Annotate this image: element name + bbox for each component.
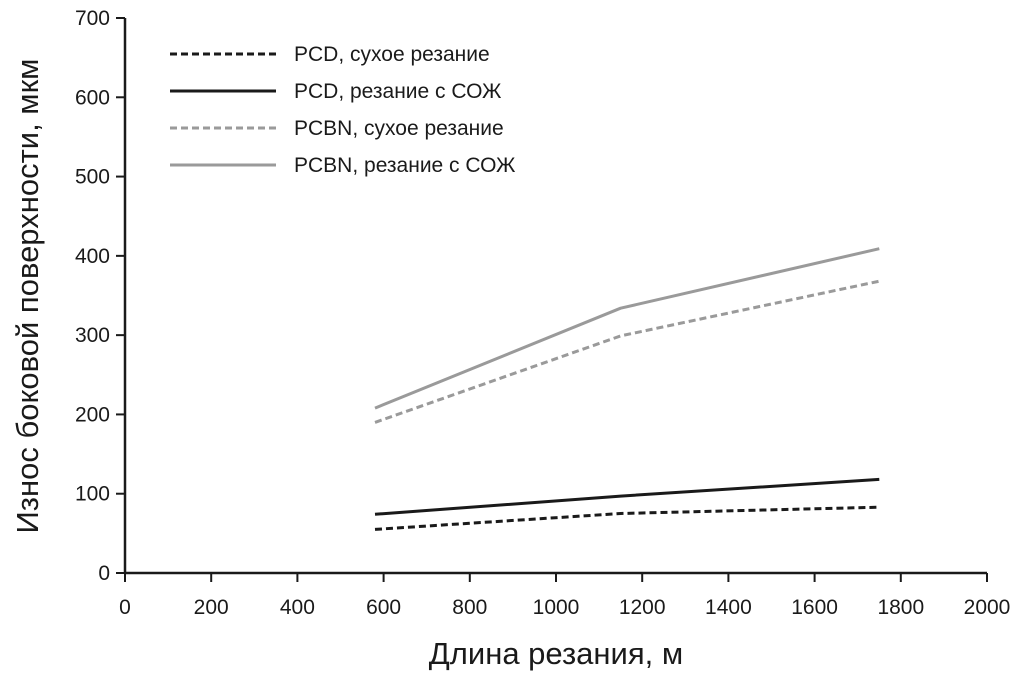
legend-label-4: PCBN, резание с СОЖ <box>294 154 516 177</box>
y-tick-label: 600 <box>75 86 110 109</box>
y-ticks: 0 100 200 300 400 500 600 700 <box>75 7 125 585</box>
x-ticks: 0 200 400 600 800 1000 1200 1400 1600 1800 2000 <box>119 573 1010 619</box>
x-tick-label: 600 <box>366 596 401 619</box>
legend-label-2: PCD, резание с СОЖ <box>294 80 502 103</box>
x-axis-title: Длина резания, м <box>429 636 683 671</box>
x-tick-label: 800 <box>452 596 487 619</box>
series-line-2 <box>374 477 880 516</box>
series-group <box>374 247 880 531</box>
x-tick-label: 1000 <box>533 596 580 619</box>
axes <box>123 18 987 575</box>
y-tick-label: 400 <box>75 245 110 268</box>
x-tick-label: 2000 <box>964 596 1011 619</box>
x-tick-label: 1400 <box>705 596 752 619</box>
legend-label-1: PCD, сухое резание <box>294 43 490 66</box>
series-line-1 <box>374 505 880 531</box>
y-tick-label: 100 <box>75 483 110 506</box>
legend: PCD, сухое резание PCD, резание с СОЖ PCBN… <box>170 43 516 177</box>
y-tick-label: 700 <box>75 7 110 30</box>
y-tick-label: 500 <box>75 166 110 189</box>
series-line-4 <box>374 247 880 410</box>
y-tick-label: 300 <box>75 324 110 347</box>
x-tick-label: 1600 <box>791 596 838 619</box>
legend-label-3: PCBN, сухое резание <box>294 117 504 140</box>
series-line-3 <box>374 279 880 424</box>
x-tick-label: 200 <box>194 596 229 619</box>
x-tick-label: 400 <box>280 596 315 619</box>
x-tick-label: 1800 <box>877 596 924 619</box>
y-tick-label: 0 <box>98 562 110 585</box>
y-axis-title: Износ боковой поверхности, мкм <box>10 59 45 534</box>
x-tick-label: 1200 <box>619 596 666 619</box>
y-tick-label: 200 <box>75 403 110 426</box>
x-tick-label: 0 <box>119 596 131 619</box>
